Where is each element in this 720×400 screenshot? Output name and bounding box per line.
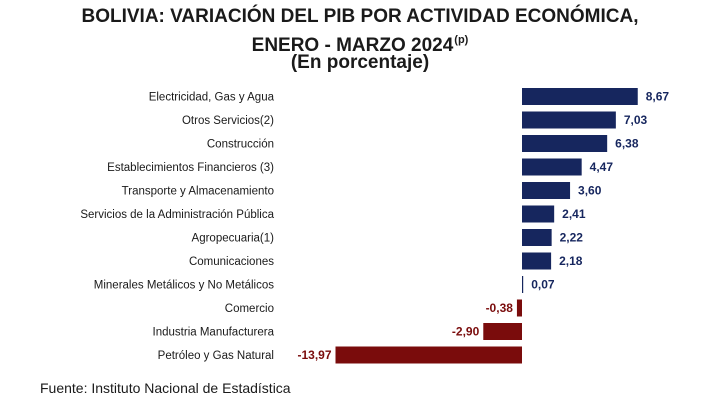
category-label: Agropecuaria(1) xyxy=(192,233,275,245)
data-label: 6,38 xyxy=(615,137,639,151)
data-label: 2,22 xyxy=(560,231,584,245)
category-label: Comercio xyxy=(225,303,274,315)
bar xyxy=(522,229,552,246)
data-label: -2,90 xyxy=(452,325,480,339)
data-label: 3,60 xyxy=(578,184,602,198)
chart-title-period: ENERO - MARZO 2024(p) xyxy=(0,29,720,57)
data-label: 4,47 xyxy=(590,160,614,174)
source-note: Fuente: Instituto Nacional de Estadístic… xyxy=(40,380,291,396)
bar xyxy=(522,182,571,199)
bar xyxy=(522,135,608,152)
category-label: Petróleo y Gas Natural xyxy=(158,350,274,362)
category-label: Servicios de la Administración Pública xyxy=(80,209,274,221)
bar xyxy=(522,158,582,176)
data-label: 2,41 xyxy=(562,207,586,221)
bar xyxy=(522,205,555,223)
category-label: Minerales Metálicos y No Metálicos xyxy=(94,280,274,292)
category-label: Electricidad, Gas y Agua xyxy=(149,92,275,104)
bar xyxy=(522,252,552,270)
bar xyxy=(483,323,522,340)
data-label: 8,67 xyxy=(646,90,670,104)
bar xyxy=(335,346,522,364)
bar xyxy=(522,88,638,105)
category-label: Comunicaciones xyxy=(189,256,274,268)
chart-title-period-text: ENERO - MARZO 2024 xyxy=(251,35,454,56)
chart-subtitle: (En porcentaje) xyxy=(290,52,430,73)
category-label: Otros Servicios(2) xyxy=(182,115,274,127)
data-label: 2,18 xyxy=(559,254,583,268)
data-label: 7,03 xyxy=(624,113,648,127)
category-label: Industria Manufacturera xyxy=(153,327,275,339)
bar xyxy=(522,111,616,129)
bar xyxy=(522,276,524,293)
chart-title: BOLIVIA: VARIACIÓN DEL PIB POR ACTIVIDAD… xyxy=(81,6,639,27)
category-label: Construcción xyxy=(207,139,274,151)
category-label: Transporte y Almacenamiento xyxy=(122,186,274,198)
data-label: -13,97 xyxy=(297,348,331,362)
bar xyxy=(516,299,522,317)
data-label: 0,07 xyxy=(531,278,555,292)
category-label: Establecimientos Financieros (3) xyxy=(107,162,274,174)
data-label: -0,38 xyxy=(486,301,514,315)
preliminary-mark: (p) xyxy=(454,34,469,46)
